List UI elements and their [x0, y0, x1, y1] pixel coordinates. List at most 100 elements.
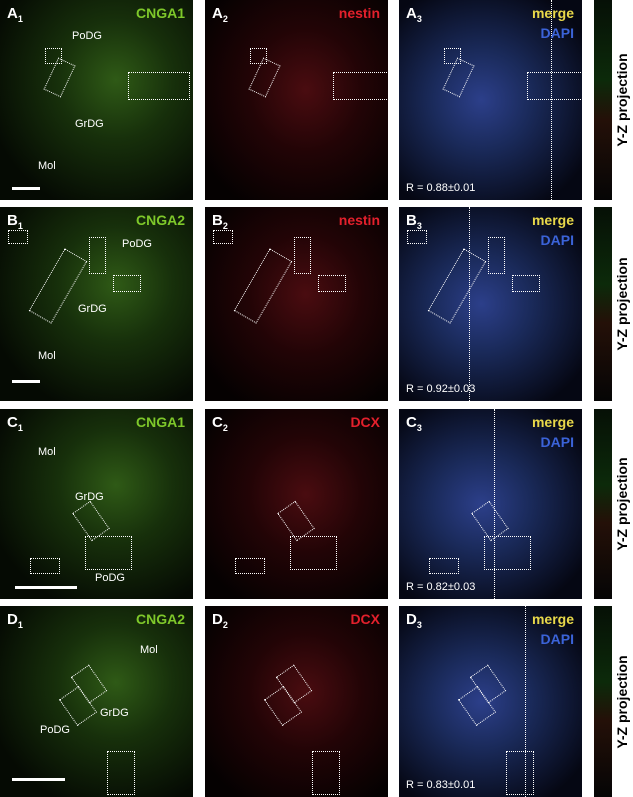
- roi-box: [527, 72, 582, 100]
- region-label: GrDG: [75, 491, 104, 503]
- projection-label: Y-Z projection: [614, 654, 630, 749]
- region-label: PoDG: [72, 30, 102, 42]
- channel-label: merge: [531, 414, 574, 430]
- panel-label: B2: [212, 212, 228, 231]
- roi-box: [294, 237, 311, 274]
- channel-label: CNGA1: [135, 5, 185, 21]
- image-panel: C1 CNGA1 Mol GrDG PoDG: [0, 409, 193, 599]
- channel-label: nestin: [338, 5, 380, 21]
- panel-label: C1: [7, 414, 23, 433]
- panel-label: D2: [212, 611, 228, 630]
- channel-label: merge: [531, 212, 574, 228]
- panel-letter: D: [7, 611, 18, 628]
- panel-letter: D: [406, 611, 417, 628]
- scale-bar: [12, 380, 40, 383]
- roi-box: [45, 48, 62, 64]
- roi-box: [235, 558, 265, 574]
- panel-label: A3: [406, 5, 422, 24]
- roi-box: [407, 230, 427, 244]
- channel-label: CNGA1: [135, 414, 185, 430]
- region-label: Mol: [38, 160, 56, 172]
- region-label: GrDG: [75, 118, 104, 130]
- panel-subscript: 3: [416, 221, 422, 231]
- section-line: [551, 0, 552, 200]
- roi-box: [8, 230, 28, 244]
- roi-box: [427, 248, 487, 324]
- correlation-value: R = 0.92±0.03: [406, 383, 476, 395]
- panel-subscript: 1: [17, 620, 23, 630]
- yz-projection-strip: [594, 606, 612, 797]
- correlation-value: R = 0.83±0.01: [406, 779, 476, 791]
- panel-label: A2: [212, 5, 228, 24]
- image-panel: D3 merge DAPI R = 0.83±0.01: [399, 606, 582, 797]
- region-label: PoDG: [95, 572, 125, 584]
- roi-box: [318, 275, 346, 292]
- region-label: PoDG: [40, 724, 70, 736]
- roi-box: [488, 237, 505, 274]
- panel-letter: B: [406, 212, 417, 229]
- channel-label: merge: [531, 5, 574, 21]
- panel-letter: C: [7, 414, 18, 431]
- scale-bar: [12, 187, 40, 190]
- image-panel: B2 nestin: [205, 207, 388, 401]
- roi-box: [113, 275, 141, 292]
- panel-subscript: 2: [222, 221, 228, 231]
- image-panel: C3 merge DAPI R = 0.82±0.03: [399, 409, 582, 599]
- panel-label: A1: [7, 5, 23, 24]
- section-line: [494, 409, 495, 599]
- roi-box: [250, 48, 267, 64]
- panel-letter: B: [212, 212, 223, 229]
- panel-letter: B: [7, 212, 18, 229]
- channel-label: DAPI: [540, 232, 574, 248]
- channel-label: CNGA2: [135, 212, 185, 228]
- image-panel: A3 merge DAPI R = 0.88±0.01: [399, 0, 582, 200]
- correlation-value: R = 0.88±0.01: [406, 182, 476, 194]
- roi-box: [213, 230, 233, 244]
- region-label: GrDG: [78, 303, 107, 315]
- image-panel: C2 DCX: [205, 409, 388, 599]
- image-panel: A1 CNGA1 PoDG GrDG Mol: [0, 0, 193, 200]
- roi-box: [128, 72, 190, 100]
- panel-label: B3: [406, 212, 422, 231]
- panel-letter: C: [212, 414, 223, 431]
- region-label: Mol: [38, 350, 56, 362]
- channel-label: merge: [531, 611, 574, 627]
- scale-bar: [15, 586, 77, 589]
- projection-label: Y-Z projection: [614, 457, 630, 551]
- image-panel: B1 CNGA2 PoDG GrDG Mol: [0, 207, 193, 401]
- channel-label: CNGA2: [135, 611, 185, 627]
- channel-label: DAPI: [540, 434, 574, 450]
- panel-letter: C: [406, 414, 417, 431]
- panel-subscript: 3: [416, 423, 422, 433]
- roi-box: [290, 536, 337, 570]
- image-panel: D1 CNGA2 Mol GrDG PoDG: [0, 606, 193, 797]
- roi-box: [312, 751, 340, 795]
- panel-letter: A: [212, 5, 223, 22]
- yz-projection-strip: [594, 0, 612, 200]
- channel-label: DCX: [350, 414, 380, 430]
- roi-box: [107, 751, 135, 795]
- panel-label: B1: [7, 212, 23, 231]
- section-line: [469, 207, 470, 401]
- region-label: Mol: [38, 446, 56, 458]
- region-label: Mol: [140, 644, 158, 656]
- region-label: GrDG: [100, 707, 129, 719]
- correlation-value: R = 0.82±0.03: [406, 581, 476, 593]
- roi-box: [484, 536, 531, 570]
- panel-label: D3: [406, 611, 422, 630]
- panel-subscript: 1: [17, 221, 23, 231]
- roi-box: [444, 48, 461, 64]
- roi-box: [233, 248, 293, 324]
- panel-subscript: 3: [416, 620, 422, 630]
- roi-box: [512, 275, 540, 292]
- yz-projection-strip: [594, 207, 612, 401]
- panel-label: D1: [7, 611, 23, 630]
- panel-letter: D: [212, 611, 223, 628]
- roi-box: [333, 72, 388, 100]
- region-label: PoDG: [122, 238, 152, 250]
- projection-label: Y-Z projection: [614, 53, 630, 147]
- projection-label: Y-Z projection: [614, 257, 630, 351]
- panel-subscript: 1: [17, 423, 23, 433]
- section-line: [525, 606, 526, 797]
